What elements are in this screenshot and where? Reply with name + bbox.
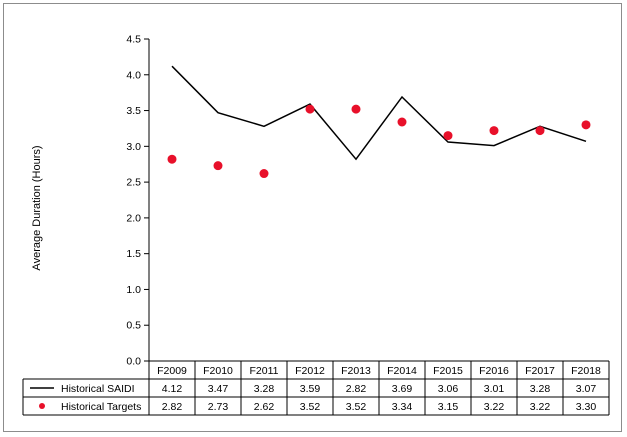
x-tick-label: F2009 <box>157 365 187 377</box>
target-point <box>259 169 269 179</box>
plot-area <box>167 65 591 179</box>
target-point <box>581 120 591 130</box>
x-tick-label: F2014 <box>387 365 417 377</box>
data-label: 3.01 <box>484 383 505 395</box>
data-label: 4.12 <box>162 383 183 395</box>
data-label: 3.06 <box>438 383 459 395</box>
data-label: 2.82 <box>162 401 183 413</box>
y-tick-label: 3.5 <box>126 105 141 117</box>
x-tick-label: F2013 <box>341 365 371 377</box>
data-label: 2.82 <box>346 383 367 395</box>
data-label: 2.62 <box>254 401 275 413</box>
target-point <box>305 104 315 114</box>
data-label: 3.22 <box>530 401 551 413</box>
y-tick-label: 4.0 <box>126 69 141 81</box>
chart-frame: 0.0 0.5 1.0 1.5 2.0 2.5 3.0 3.5 4.0 4.5 Average D… <box>3 3 622 432</box>
data-label: 3.28 <box>254 383 275 395</box>
data-label: 3.34 <box>392 401 413 413</box>
x-tick-label: F2011 <box>250 365 279 377</box>
target-point <box>535 126 545 136</box>
y-tick-label: 2.5 <box>126 177 141 189</box>
x-tick-label: F2012 <box>295 365 325 377</box>
target-point <box>397 117 407 127</box>
legend-key-marker <box>39 403 45 409</box>
x-tick-label: F2018 <box>571 365 601 377</box>
y-axis: 0.0 0.5 1.0 1.5 2.0 2.5 3.0 3.5 4.0 4.5 <box>126 34 150 368</box>
x-tick-label: F2017 <box>525 365 555 377</box>
y-tick-label: 1.5 <box>126 248 141 260</box>
y-tick-label: 1.0 <box>126 284 141 296</box>
y-tick-label: 4.5 <box>126 34 141 46</box>
data-label: 3.28 <box>530 383 551 395</box>
legend-series-name: Historical Targets <box>61 401 141 413</box>
data-label: 3.15 <box>438 401 459 413</box>
target-point <box>443 131 453 141</box>
target-point <box>167 154 177 164</box>
target-point <box>351 104 361 114</box>
target-point <box>489 126 499 136</box>
data-table: F2009 F2010 F2011 F2012 F2013 F2014 F2015 F2016… <box>22 360 610 416</box>
x-tick-label: F2015 <box>433 365 463 377</box>
data-label: 3.52 <box>300 401 321 413</box>
data-label: 3.22 <box>484 401 505 413</box>
y-tick-label: 0.0 <box>126 356 141 368</box>
y-tick-label: 3.0 <box>126 141 141 153</box>
y-tick-label: 2.0 <box>126 212 141 224</box>
chart-canvas: 0.0 0.5 1.0 1.5 2.0 2.5 3.0 3.5 4.0 4.5 Average D… <box>22 34 610 416</box>
data-label: 3.69 <box>392 383 413 395</box>
data-label: 2.73 <box>208 401 229 413</box>
data-label: 3.30 <box>576 401 597 413</box>
target-point <box>213 161 223 171</box>
data-label: 3.07 <box>576 383 597 395</box>
y-axis-label: Average Duration (Hours) <box>31 145 43 270</box>
y-tick-label: 0.5 <box>126 320 141 332</box>
x-tick-label: F2016 <box>479 365 509 377</box>
data-label: 3.59 <box>300 383 321 395</box>
x-tick-label: F2010 <box>203 365 233 377</box>
data-label: 3.47 <box>208 383 229 395</box>
series-line-historical-saidi <box>171 65 587 161</box>
y-axis-label-group: Average Duration (Hours) <box>31 145 43 270</box>
legend-series-name: Historical SAIDI <box>61 383 135 395</box>
data-label: 3.52 <box>346 401 367 413</box>
